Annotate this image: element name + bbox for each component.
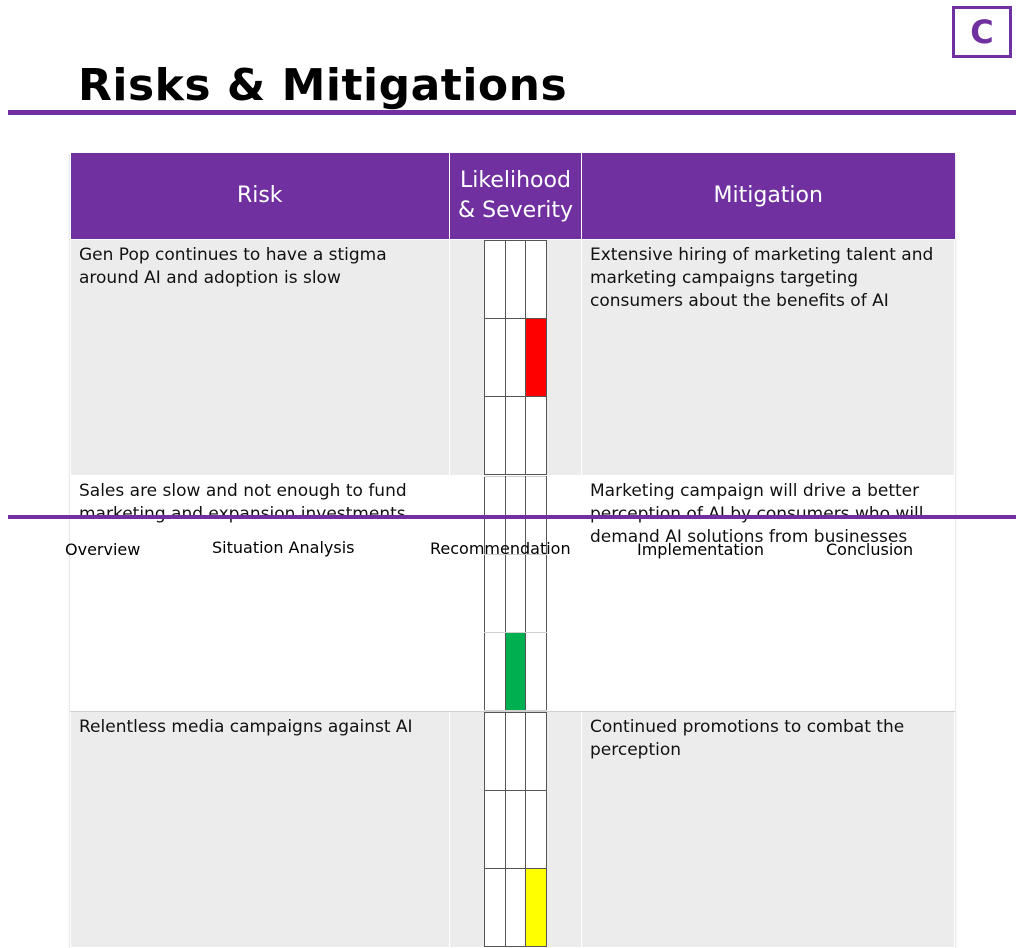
- matrix-cell: [525, 790, 547, 869]
- table-row: Sales are slow and not enough to fund ma…: [70, 475, 955, 712]
- header-mitigation: Mitigation: [581, 153, 955, 240]
- matrix-cell: [484, 396, 506, 475]
- matrix-cell: [504, 318, 527, 397]
- matrix-cell: [525, 240, 547, 319]
- table-row: Gen Pop continues to have a stigma aroun…: [70, 239, 955, 476]
- matrix-cell: [504, 632, 527, 711]
- nav-overview[interactable]: Overview: [65, 540, 141, 559]
- matrix-cell: [484, 240, 506, 319]
- footer-nav: Overview Situation Analysis Recommendati…: [0, 530, 1024, 570]
- matrix-cell: [484, 868, 506, 947]
- matrix-cell: [484, 632, 506, 711]
- logo-letter: C: [970, 13, 994, 51]
- header-likelihood-line1: Likelihood: [460, 168, 571, 193]
- title-divider: [8, 110, 1016, 115]
- footer-divider: [8, 515, 1016, 519]
- matrix-cell: [525, 632, 547, 711]
- nav-implementation[interactable]: Implementation: [637, 540, 765, 559]
- risk-matrix: [484, 712, 547, 947]
- risk-cell: Gen Pop continues to have a stigma aroun…: [70, 239, 450, 476]
- logo-badge: C: [952, 6, 1012, 58]
- matrix-cell: [504, 868, 527, 947]
- matrix-cell: [484, 318, 506, 397]
- page-title: Risks & Mitigations: [78, 60, 568, 111]
- nav-recommendation[interactable]: Recommendation: [430, 539, 571, 558]
- matrix-cell: [504, 790, 527, 869]
- likelihood-severity-cell: [449, 475, 582, 712]
- mitigation-cell: Continued promotions to combat the perce…: [581, 711, 955, 948]
- matrix-cell: [484, 790, 506, 869]
- matrix-cell: [504, 396, 527, 475]
- header-likelihood-severity: Likelihood & Severity: [449, 153, 582, 240]
- matrix-cell: [484, 712, 506, 791]
- risk-cell: Sales are slow and not enough to fund ma…: [70, 475, 450, 712]
- table-header-row: Risk Likelihood & Severity Mitigation: [70, 153, 955, 240]
- matrix-cell: [525, 712, 547, 791]
- matrix-cell: [525, 868, 547, 947]
- mitigation-cell: Extensive hiring of marketing talent and…: [581, 239, 955, 476]
- matrix-cell: [504, 240, 527, 319]
- risk-matrix: [484, 476, 547, 711]
- matrix-cell: [525, 318, 547, 397]
- matrix-cell: [504, 712, 527, 791]
- nav-conclusion[interactable]: Conclusion: [826, 540, 914, 559]
- risk-matrix: [484, 240, 547, 475]
- header-risk: Risk: [70, 153, 450, 240]
- risk-cell: Relentless media campaigns against AI: [70, 711, 450, 948]
- likelihood-severity-cell: [449, 711, 582, 948]
- header-likelihood-line2: & Severity: [458, 198, 574, 223]
- nav-situation-analysis[interactable]: Situation Analysis: [212, 538, 355, 557]
- likelihood-severity-cell: [449, 239, 582, 476]
- table-row: Relentless media campaigns against AI Co…: [70, 711, 955, 948]
- mitigation-cell: Marketing campaign will drive a better p…: [581, 475, 955, 712]
- matrix-cell: [525, 396, 547, 475]
